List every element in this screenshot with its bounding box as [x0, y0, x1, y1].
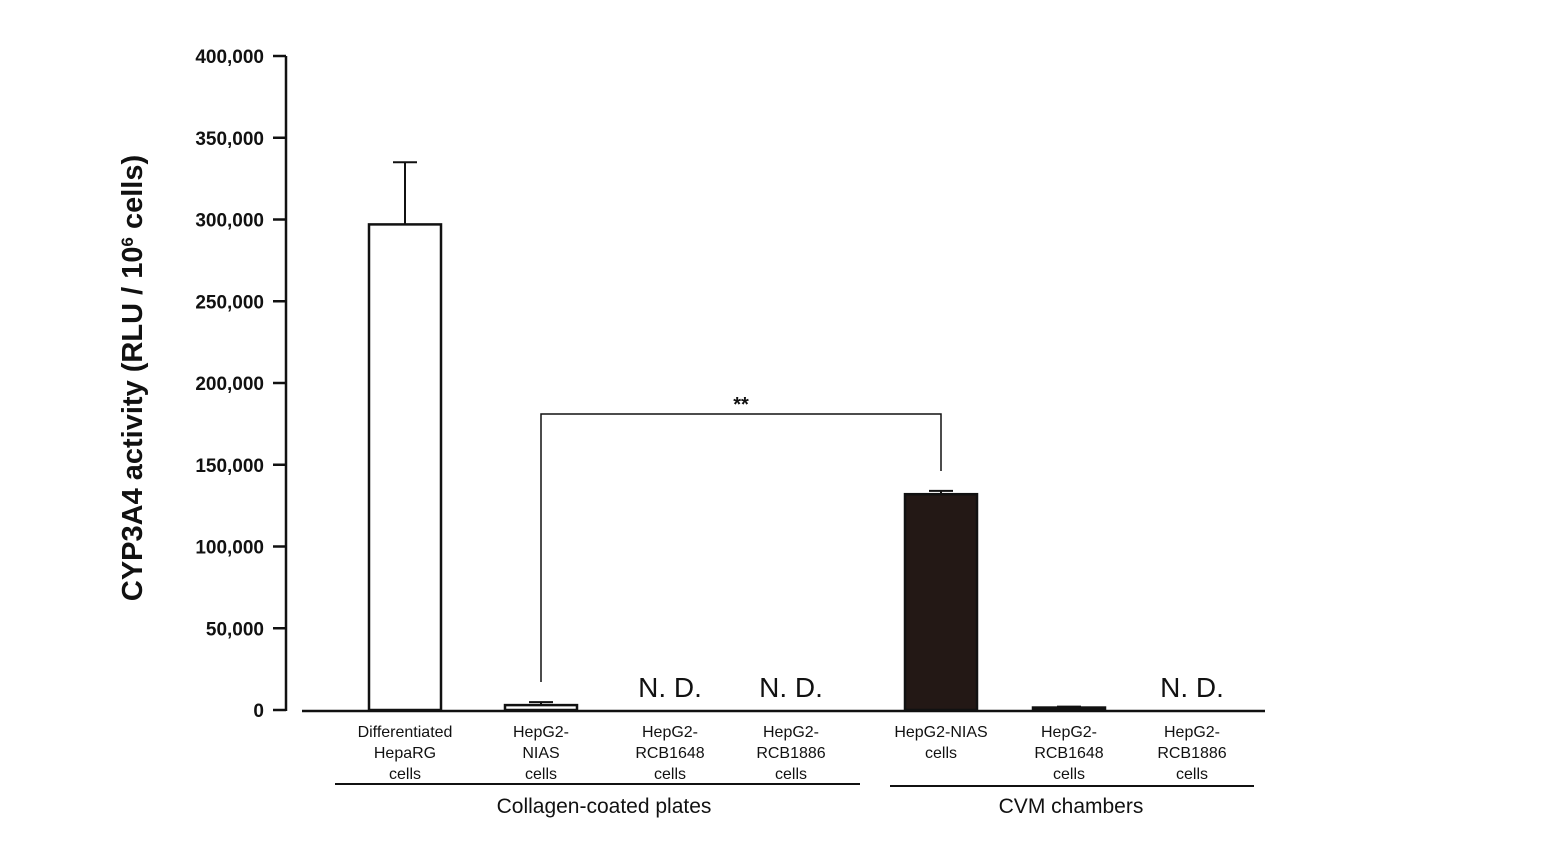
group-label: CVM chambers — [999, 795, 1144, 818]
y-axis-title-end: cells) — [117, 155, 149, 237]
x-category-label-line: cells — [775, 766, 807, 783]
y-tick-label: 100,000 — [195, 538, 264, 559]
significance-line — [540, 413, 942, 682]
y-tick-label: 0 — [253, 701, 264, 722]
y-tick-label: 300,000 — [195, 211, 264, 232]
x-category-label-line: RCB1648 — [635, 745, 704, 762]
x-category-label-line: cells — [389, 766, 421, 783]
x-category-label-line: cells — [525, 766, 557, 783]
x-category-label-line: cells — [925, 745, 957, 762]
y-axis-title-main: CYP3A4 activity (RLU / 10 — [117, 247, 149, 602]
y-axis: 0 50,000 100,000 150,000 200,000 250,000 300,0… — [195, 47, 288, 722]
x-category-label-line: HepG2- — [763, 724, 819, 741]
x-category-label-line: cells — [1053, 766, 1085, 783]
y-tick-label: 400,000 — [195, 47, 264, 68]
y-tick-label: 50,000 — [206, 619, 264, 640]
y-tick-label: 250,000 — [195, 292, 264, 313]
nd-label: N. D. — [759, 672, 823, 703]
x-category-label-line: RCB1648 — [1034, 745, 1103, 762]
x-category-label-line: RCB1886 — [1157, 745, 1226, 762]
group-label: Collagen-coated plates — [497, 795, 712, 818]
bar — [903, 492, 979, 712]
x-category-label: HepG2- RCB1648 cells — [1034, 724, 1103, 783]
nd-label: N. D. — [638, 672, 702, 703]
bar — [503, 703, 579, 712]
x-category-label-line: HepG2- — [1164, 724, 1220, 741]
x-category-label-line: HepG2-NIAS — [894, 724, 987, 741]
x-category-label-line: cells — [654, 766, 686, 783]
x-category-label-line: HepG2- — [642, 724, 698, 741]
significance-bracket: ** — [540, 394, 942, 682]
y-tick-label: 350,000 — [195, 129, 264, 150]
y-tick-label: 200,000 — [195, 374, 264, 395]
y-axis-title: CYP3A4 activity (RLU / 106 cells) — [117, 155, 149, 601]
bars: N. D. N. D. N. D. — [367, 161, 1224, 712]
x-category-label-line: HepG2- — [1041, 724, 1097, 741]
bar — [367, 223, 443, 712]
x-category-label: HepG2- RCB1886 cells — [756, 724, 825, 783]
x-category-label-line: cells — [1176, 766, 1208, 783]
x-category-label: HepG2- NIAS cells — [513, 724, 569, 783]
x-category-label-line: RCB1886 — [756, 745, 825, 762]
significance-label: ** — [733, 394, 749, 416]
x-category-label-line: Differentiated — [358, 724, 453, 741]
x-category-label-line: NIAS — [522, 745, 559, 762]
y-tick-label: 150,000 — [195, 456, 264, 477]
y-axis-title-superscript: 6 — [118, 237, 137, 246]
x-category-label: HepG2- RCB1886 cells — [1157, 724, 1226, 783]
x-category-label: HepG2-NIAS cells — [894, 724, 987, 762]
group-labels: Collagen-coated plates CVM chambers — [335, 783, 1254, 818]
x-category-label: HepG2- RCB1648 cells — [635, 724, 704, 783]
x-category-label: Differentiated HepaRG cells — [358, 724, 453, 783]
bar — [1031, 706, 1107, 712]
x-category-label-line: HepaRG — [374, 745, 436, 762]
x-category-label-line: HepG2- — [513, 724, 569, 741]
nd-label: N. D. — [1160, 672, 1224, 703]
